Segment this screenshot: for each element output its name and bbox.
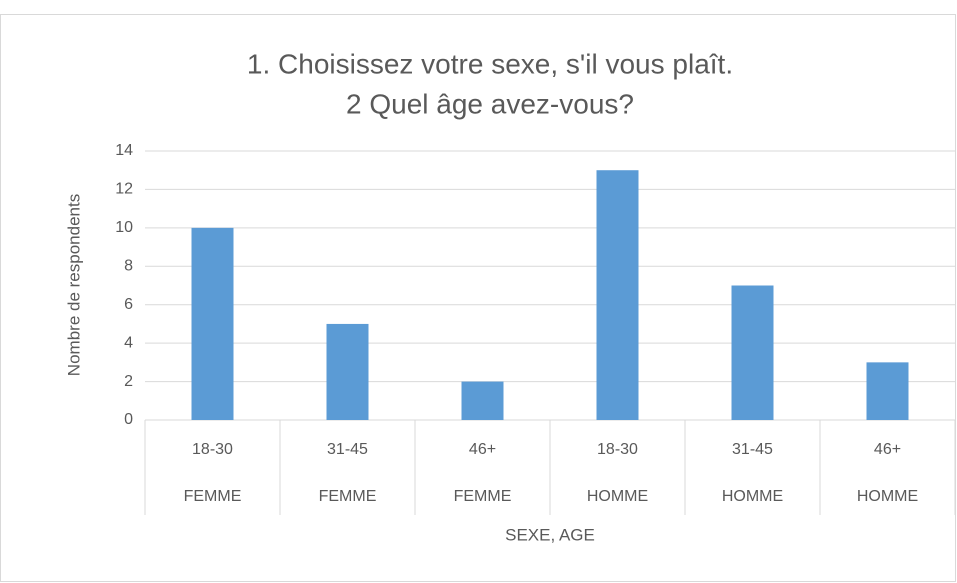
bar [326,323,369,420]
y-tick-label: 4 [124,334,133,351]
y-tick-label: 8 [124,258,133,275]
x-tick-label: 46+ [874,441,901,458]
y-tick-label: 0 [124,411,133,428]
chart-title: 1. Choisissez votre sexe, s'il vous plaî… [247,48,733,79]
y-tick-label: 10 [115,219,133,236]
x-axis-title: SEXE, AGE [505,525,595,544]
x-group-label: HOMME [722,488,783,505]
x-group-label: HOMME [587,488,648,505]
y-tick-label: 6 [124,296,133,313]
bar [866,362,909,420]
x-tick-label: 18-30 [192,441,233,458]
x-group-label: FEMME [184,488,242,505]
y-tick-label: 2 [124,373,133,390]
x-group-label: FEMME [319,488,377,505]
x-tick-label: 31-45 [327,441,368,458]
y-tick-label: 12 [115,181,133,198]
x-tick-label: 18-30 [597,441,638,458]
y-axis-title: Nombre de respondents [64,194,83,376]
x-group-label: FEMME [454,488,512,505]
bar [731,285,774,420]
y-tick-label: 14 [115,142,133,159]
chart-frame [0,14,956,582]
bar [596,170,639,420]
chart-title: 2 Quel âge avez-vous? [346,88,634,119]
bar [461,381,504,420]
x-tick-label: 46+ [469,441,496,458]
x-tick-label: 31-45 [732,441,773,458]
bar [191,227,234,420]
x-group-label: HOMME [857,488,918,505]
